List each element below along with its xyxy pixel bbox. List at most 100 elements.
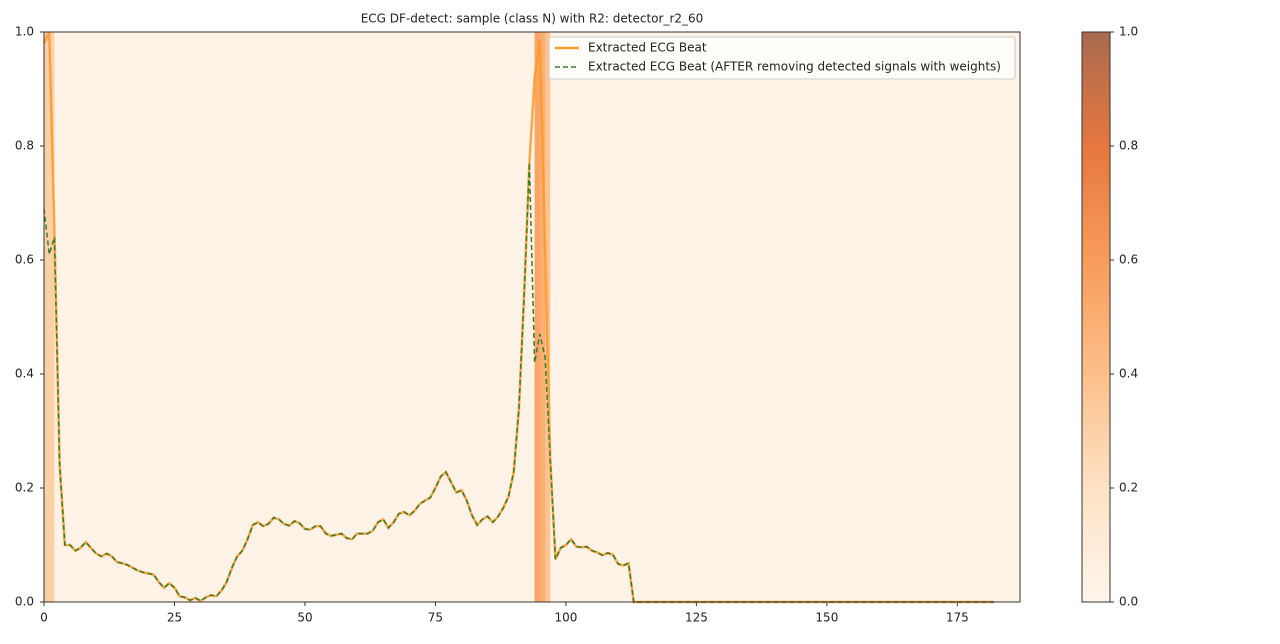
weight-cell	[409, 32, 415, 602]
weight-cell	[331, 32, 337, 602]
weight-cell	[498, 32, 504, 602]
weight-cell	[905, 32, 911, 602]
weight-cell	[378, 32, 384, 602]
weight-cell	[430, 32, 436, 602]
weight-cell	[832, 32, 838, 602]
weight-cell	[419, 32, 426, 602]
weight-cell	[64, 32, 71, 602]
weight-cell	[790, 32, 796, 602]
weight-cell	[398, 32, 405, 602]
x-tick-label: 175	[946, 611, 969, 625]
weight-cell	[80, 32, 87, 602]
weight-cell	[894, 32, 901, 602]
weight-cell	[884, 32, 890, 602]
weight-cell	[388, 32, 395, 602]
colorbar	[1081, 31, 1111, 603]
weight-cell	[800, 32, 807, 602]
weight-cell	[983, 32, 990, 602]
weight-cell	[811, 32, 817, 602]
weight-cell	[696, 32, 703, 602]
weight-cell	[383, 32, 389, 602]
y-tick-label: 0.6	[15, 253, 34, 267]
weight-cell	[1004, 32, 1010, 602]
y-tick-label: 0.2	[15, 481, 34, 495]
weight-cell	[957, 32, 963, 602]
legend-label: Extracted ECG Beat (AFTER removing detec…	[588, 60, 1001, 74]
weight-cell	[638, 32, 645, 602]
weight-cell	[659, 32, 666, 602]
weight-cell	[565, 32, 572, 602]
weight-cell	[764, 32, 770, 602]
weight-cell	[774, 32, 781, 602]
weight-cell	[75, 32, 81, 602]
weight-cell	[863, 32, 870, 602]
legend-box	[548, 36, 1016, 80]
weight-cell	[524, 32, 530, 602]
weight-cell	[325, 32, 332, 602]
weight-cell	[414, 32, 421, 602]
weight-cell	[607, 32, 614, 602]
weight-cell	[550, 32, 556, 602]
weight-cell	[837, 32, 843, 602]
y-tick-label: 1.0	[15, 25, 34, 39]
weight-cell	[576, 32, 582, 602]
weight-cell	[211, 32, 217, 602]
colorbar-tick-label: 0.2	[1119, 481, 1138, 495]
weight-cell	[299, 32, 306, 602]
weight-cell	[393, 32, 400, 602]
weight-cell	[451, 32, 457, 602]
weight-cell	[920, 32, 927, 602]
weight-cell	[727, 32, 734, 602]
weight-cell	[456, 32, 462, 602]
weight-cell	[148, 32, 155, 602]
weight-cell	[889, 32, 896, 602]
weight-cell	[910, 32, 917, 602]
weight-cell	[106, 32, 113, 602]
weight-cell	[164, 32, 170, 602]
weight-cell	[993, 32, 1000, 602]
weight-cell	[90, 32, 97, 602]
weight-cell	[685, 32, 692, 602]
weight-cell	[529, 32, 536, 602]
weight-cell	[190, 32, 196, 602]
weight-cell	[70, 32, 76, 602]
weight-cell	[691, 32, 697, 602]
colorbar-tick-label: 0.4	[1119, 367, 1138, 381]
weight-cell	[785, 32, 791, 602]
weight-cell	[425, 32, 431, 602]
weight-cell	[899, 32, 906, 602]
weight-cell	[513, 32, 520, 602]
weight-cell	[49, 32, 55, 602]
weight-cell	[717, 32, 723, 602]
weight-cell	[952, 32, 958, 602]
weight-cell	[753, 32, 760, 602]
weight-cell	[941, 32, 948, 602]
weight-cell	[268, 32, 275, 602]
weight-cell	[826, 32, 833, 602]
colorbar-tick-label: 0.6	[1119, 253, 1138, 267]
weight-cell	[858, 32, 864, 602]
weight-cell	[127, 32, 134, 602]
weight-cell	[503, 32, 509, 602]
weight-cell	[273, 32, 280, 602]
weight-cell	[284, 32, 290, 602]
weight-cell	[372, 32, 379, 602]
weight-cell	[362, 32, 368, 602]
weight-cell	[1014, 32, 1021, 602]
weight-cell	[336, 32, 342, 602]
colorbar-tick-label: 0.8	[1119, 139, 1138, 153]
weight-cell	[445, 32, 452, 602]
weight-cell	[847, 32, 854, 602]
weight-cell	[978, 32, 984, 602]
weight-cell	[936, 32, 943, 602]
weight-cell	[247, 32, 254, 602]
weight-cell	[404, 32, 410, 602]
weight-cell	[158, 32, 165, 602]
x-tick-label: 50	[297, 611, 312, 625]
weight-cell	[633, 32, 640, 602]
colorbar-tick-label: 1.0	[1119, 25, 1138, 39]
weight-cell	[795, 32, 802, 602]
weight-cell	[644, 32, 650, 602]
weight-cell	[988, 32, 995, 602]
